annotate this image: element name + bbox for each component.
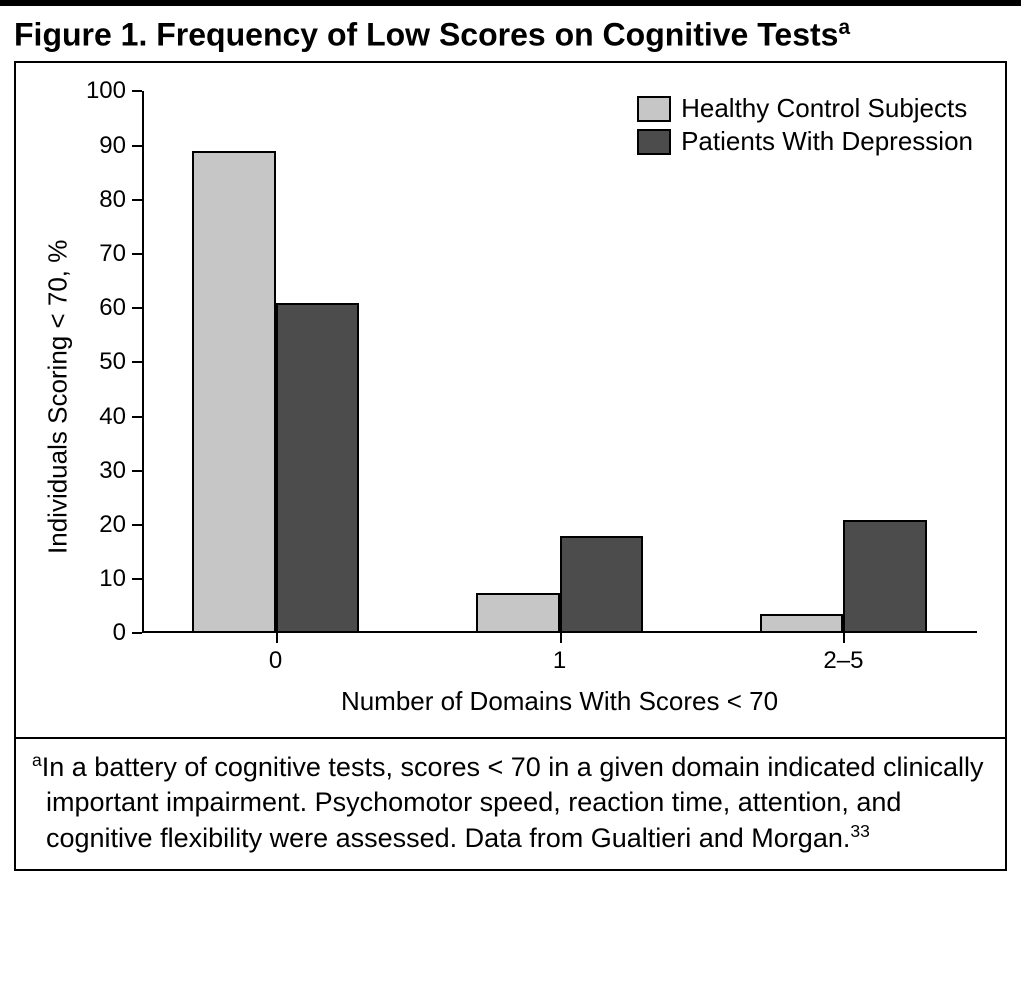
figure-title-text: Frequency of Low Scores on Cognitive Tes… (156, 17, 838, 53)
y-tick-label: 90 (99, 132, 142, 160)
figure-title-super: a (838, 16, 850, 39)
figure-title: Figure 1. Frequency of Low Scores on Cog… (0, 6, 1021, 61)
bar (276, 303, 360, 634)
y-tick-label: 60 (99, 294, 142, 322)
bar (843, 520, 927, 634)
chart-box: Individuals Scoring < 70, % Healthy Cont… (14, 61, 1007, 739)
bar (560, 536, 644, 634)
legend-label-1: Patients With Depression (681, 126, 973, 157)
y-tick-label: 0 (113, 619, 142, 647)
bar (192, 151, 276, 633)
y-tick-label: 70 (99, 240, 142, 268)
y-axis-line (142, 91, 144, 633)
legend-row-1: Patients With Depression (637, 126, 973, 157)
legend: Healthy Control Subjects Patients With D… (637, 93, 973, 159)
y-tick-label: 50 (99, 348, 142, 376)
x-axis-title: Number of Domains With Scores < 70 (142, 686, 977, 717)
legend-label-0: Healthy Control Subjects (681, 93, 967, 124)
x-tick-label: 2–5 (823, 633, 863, 675)
plot-region: Healthy Control Subjects Patients With D… (142, 91, 977, 633)
y-tick-label: 100 (86, 77, 142, 105)
y-axis-title: Individuals Scoring < 70, % (43, 240, 74, 554)
bar (476, 593, 560, 634)
footnote-ref-super: 33 (850, 821, 870, 841)
y-tick-label: 20 (99, 511, 142, 539)
figure-label-prefix: Figure 1. (14, 17, 147, 53)
y-tick-label: 30 (99, 457, 142, 485)
y-tick-label: 80 (99, 186, 142, 214)
x-tick-label: 0 (269, 633, 282, 675)
chart-area: Individuals Scoring < 70, % Healthy Cont… (34, 83, 987, 723)
legend-row-0: Healthy Control Subjects (637, 93, 973, 124)
y-tick-label: 10 (99, 565, 142, 593)
footnote-box: aIn a battery of cognitive tests, scores… (14, 739, 1007, 871)
legend-swatch-1 (637, 129, 671, 155)
x-tick-label: 1 (553, 633, 566, 675)
bar (760, 614, 844, 633)
footnote-super: a (32, 750, 42, 770)
legend-swatch-0 (637, 96, 671, 122)
y-tick-label: 40 (99, 403, 142, 431)
footnote-text: In a battery of cognitive tests, scores … (42, 752, 984, 852)
figure-container: Figure 1. Frequency of Low Scores on Cog… (0, 0, 1021, 871)
